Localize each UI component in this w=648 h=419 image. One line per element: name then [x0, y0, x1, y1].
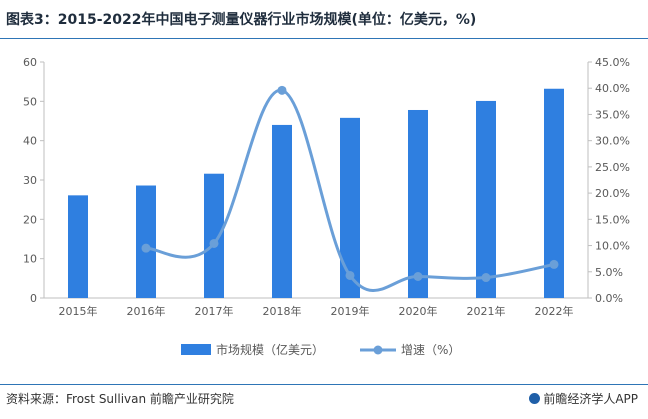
growth-point: [345, 270, 355, 280]
y-left-tick-label: 20: [23, 213, 37, 226]
axes: [40, 61, 592, 299]
y-right-tick-label: 40.0%: [595, 82, 630, 95]
x-tick-label: 2021年: [467, 304, 506, 318]
y-right-tick-label: 0.0%: [595, 292, 623, 305]
y-left-tick-label: 0: [30, 292, 37, 305]
x-tick-label: 2020年: [399, 304, 438, 318]
bar: [136, 185, 156, 298]
y-right-tick-label: 35.0%: [595, 108, 630, 121]
y-right-tick-label: 20.0%: [595, 187, 630, 200]
growth-point: [413, 271, 423, 281]
y-left-tick-label: 10: [23, 253, 37, 266]
legend: 市场规模（亿美元） 增速（%）: [181, 342, 460, 357]
x-tick-label: 2019年: [331, 304, 370, 318]
growth-point: [549, 259, 559, 269]
legend-line-label: 增速（%）: [401, 343, 460, 357]
y-right-tick-label: 10.0%: [595, 240, 630, 253]
bar: [544, 88, 564, 298]
legend-bar-swatch: [181, 344, 211, 355]
x-tick-label: 2016年: [127, 304, 166, 318]
y-left-tick-label: 50: [23, 95, 37, 108]
title-divider: [0, 38, 648, 39]
chart: 2015年 2016年 2017年 2018年 2019年 2020年 2021年 2022年…: [23, 56, 630, 357]
y-left-tick-labels: 0 10 20 30 40 50 60: [23, 56, 37, 305]
x-tick-label: 2022年: [535, 304, 574, 318]
x-tick-label: 2015年: [59, 304, 98, 318]
legend-line-marker: [373, 345, 383, 355]
y-right-tick-label: 25.0%: [595, 161, 630, 174]
growth-point: [209, 238, 219, 248]
brand-text: 前瞻经济学人APP: [543, 392, 638, 406]
bar: [272, 124, 292, 298]
brand-label: 前瞻经济学人APP: [529, 390, 638, 407]
y-right-tick-labels: 0.0% 5.0% 10.0% 15.0% 20.0% 25.0% 30.0% 35.0% 40…: [595, 56, 630, 305]
y-left-tick-label: 40: [23, 135, 37, 148]
line-series: [141, 85, 559, 292]
x-tick-labels: 2015年 2016年 2017年 2018年 2019年 2020年 2021年 2022年: [59, 304, 574, 318]
legend-bar-label: 市场规模（亿美元）: [216, 342, 324, 357]
growth-point: [277, 85, 287, 95]
y-left-tick-label: 60: [23, 56, 37, 69]
bar-series: [68, 88, 564, 298]
bar: [68, 195, 88, 298]
footer-divider: [0, 384, 648, 385]
chart-title: 图表3：2015-2022年中国电子测量仪器行业市场规模(单位：亿美元，%): [6, 12, 477, 28]
y-right-tick-label: 30.0%: [595, 135, 630, 148]
y-right-tick-label: 5.0%: [595, 266, 623, 279]
source-note: 资料来源：Frost Sullivan 前瞻产业研究院: [6, 392, 234, 406]
bar: [476, 100, 496, 298]
growth-point: [141, 243, 151, 253]
brand-logo-icon: [529, 393, 541, 404]
y-left-tick-label: 30: [23, 174, 37, 187]
growth-point: [481, 273, 491, 283]
y-right-tick-label: 15.0%: [595, 213, 630, 226]
y-right-tick-label: 45.0%: [595, 56, 630, 69]
bar: [408, 109, 428, 298]
x-tick-label: 2017年: [195, 304, 234, 318]
bar: [204, 173, 224, 298]
x-tick-label: 2018年: [263, 304, 302, 318]
bar: [340, 117, 360, 298]
